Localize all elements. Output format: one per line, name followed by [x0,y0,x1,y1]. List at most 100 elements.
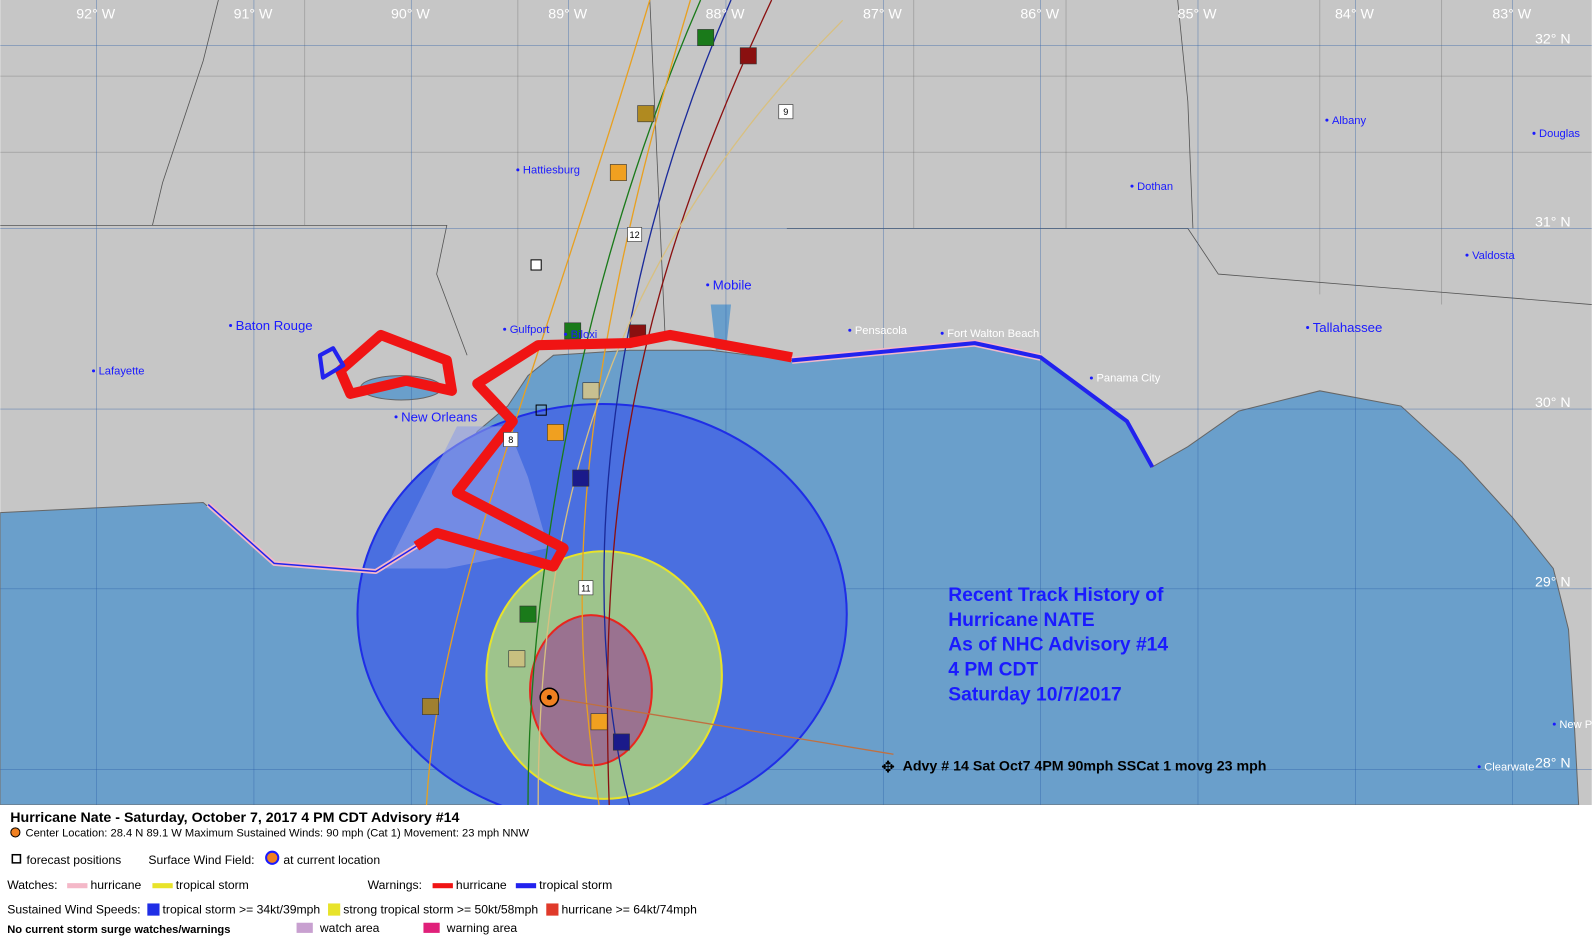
legend-current-icon [265,850,280,865]
history-annotation: Saturday 10/7/2017 [948,684,1122,705]
city-label: Baton Rouge [236,318,313,333]
latitude-label: 31° N [1535,214,1571,230]
legend-swatch [67,883,88,889]
city-dot [706,283,710,287]
legend-swatch [515,883,537,889]
legend-swatch [432,883,453,889]
legend-text: forecast positions [27,853,122,867]
city-dot [1089,376,1093,380]
legend-text: tropical storm >= 34kt/39mph [163,903,321,917]
city-dot [848,328,852,332]
forecast-position [582,382,600,400]
forecast-position [508,650,526,668]
city-label: Tallahassee [1313,320,1383,335]
legend-text: Hurricane Nate - Saturday, October 7, 20… [10,810,459,826]
city-dot [1325,118,1329,122]
longitude-label: 91° W [234,6,273,22]
hurricane-wind-field [529,614,653,767]
legend-text: Center Location: 28.4 N 89.1 W Maximum S… [26,827,530,839]
history-annotation: As of NHC Advisory #14 [948,635,1168,656]
track-number-box [627,227,643,242]
city-dot [394,415,398,419]
history-annotation: Recent Track History of [948,585,1164,606]
track-number: 8 [508,435,513,445]
forecast-position [564,322,582,340]
city-label: Valdosta [1472,250,1515,262]
track-number: 12 [630,230,640,240]
city-label: Biloxi [571,329,598,341]
city-label: Hattiesburg [523,165,580,177]
forecast-position [609,164,627,181]
forecast-position [546,424,564,441]
longitude-label: 88° W [706,6,745,22]
city-label: Douglas [1539,128,1580,140]
legend-text: Sustained Wind Speeds: [7,903,140,917]
forecast-position-open [530,259,542,271]
legend: Hurricane Nate - Saturday, October 7, 20… [7,810,697,936]
tropical-storm-warning [791,341,1155,468]
watch-line [207,503,417,573]
city-label: Clearwate [1484,761,1534,773]
track-number-box [503,432,519,448]
legend-text: No current storm surge watches/warnings [7,924,230,936]
city-label: Fort Walton Beach [947,328,1039,340]
city-label: Mobile [713,277,752,292]
track-number-box [778,104,794,120]
city-dot [1465,253,1469,257]
longitude-label: 83° W [1492,6,1531,22]
legend-text: Warnings: [368,878,422,892]
forecast-position [739,47,757,65]
city-dot [1306,326,1310,330]
history-annotation: Hurricane NATE [948,610,1094,631]
city-dot [940,331,944,335]
legend-forecast-icon [11,853,22,864]
longitude-label: 85° W [1178,6,1217,22]
latitude-label: 30° N [1535,395,1571,411]
longitude-label: 89° W [548,6,587,22]
track-number: 11 [581,583,590,593]
legend-swatch [423,922,440,933]
city-dot [564,332,568,336]
forecast-position [697,29,715,46]
legend-text: hurricane >= 64kt/74mph [562,903,697,917]
forecast-squares [422,29,757,751]
legend-swatch [152,883,173,889]
city-dot [229,323,233,328]
city-label: Lafayette [99,366,145,378]
legend-text: tropical storm [539,878,612,892]
legend-text: Watches: [7,878,57,892]
city-dot [1130,184,1134,188]
tropical-storm-warning [317,346,346,380]
hurricane-warning [335,329,457,399]
city-label: Dothan [1137,181,1173,193]
longitude-label: 87° W [863,6,902,22]
legend-text: tropical storm [176,878,249,892]
forecast-position [612,733,630,751]
legend-swatch [147,903,160,916]
forecast-position-open [535,404,547,416]
city-label: Pensacola [855,325,908,337]
longitude-label: 84° W [1335,6,1374,22]
city-label: Albany [1332,115,1367,127]
city-dot [503,327,507,331]
hurricane-warning [413,329,793,572]
warnings-watches [206,329,1155,575]
forecast-position [519,605,537,623]
legend-text: warning area [446,921,518,935]
legend-swatch [296,922,313,933]
legend-swatch [546,903,559,916]
map-area: 92° W 91° W 90° W 89° W 88° W 87° W 86° W 85° W… [0,0,1592,805]
city-label: Gulfport [510,324,551,336]
map-labels: 92° W 91° W 90° W 89° W 88° W 87° W 86° W 85° W… [76,6,1592,776]
legend-text: at current location [283,853,380,867]
forecast-position [422,698,439,715]
legend-text: hurricane [456,878,507,892]
longitude-label: 86° W [1020,6,1059,22]
move-icon: ✥ [881,759,895,777]
city-label: Panama City [1096,373,1160,385]
city-dot [1477,765,1481,769]
forecast-position [637,105,655,123]
legend-swatch [328,903,341,916]
legend-text: strong tropical storm >= 50kt/58mph [343,903,538,917]
